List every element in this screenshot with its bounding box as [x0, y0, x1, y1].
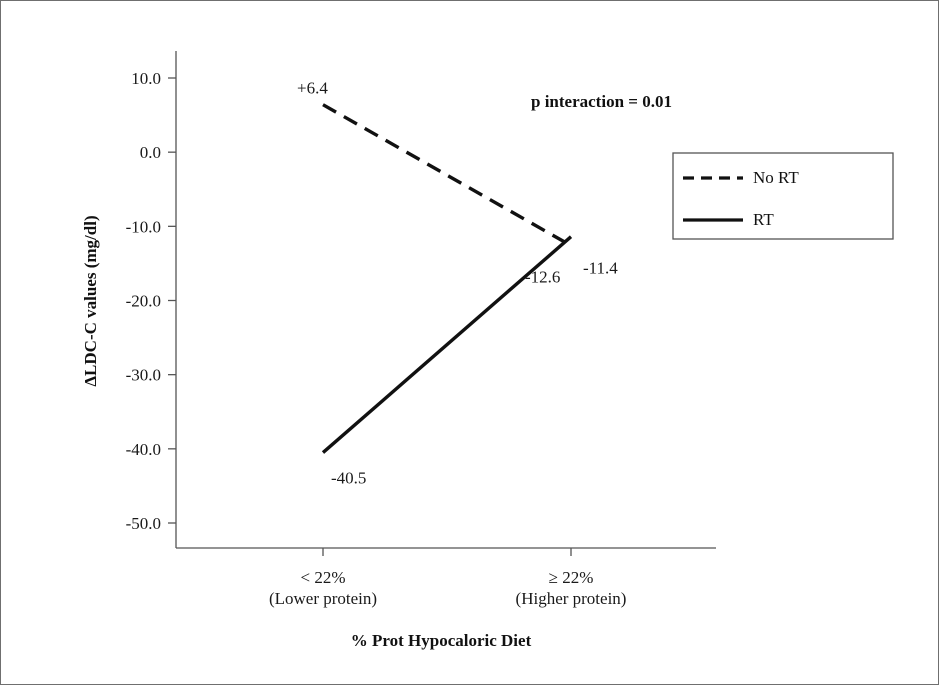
- y-tick-label: -10.0: [126, 217, 161, 236]
- y-tick-label: -50.0: [126, 514, 161, 533]
- x-tick-label: < 22% (Lower protein): [269, 568, 377, 608]
- x-axis-title: % Prot Hypocaloric Diet: [351, 631, 532, 650]
- data-labels: +6.4 -12.6 -40.5 -11.4: [297, 79, 618, 488]
- data-label-no-rt: -12.6: [525, 268, 560, 287]
- y-tick-label: -40.0: [126, 440, 161, 459]
- series-line-no-rt: [322, 103, 572, 248]
- y-tick-label: 0.0: [140, 143, 161, 162]
- data-label-rt: -11.4: [583, 259, 618, 278]
- y-axis-title: ΔLDC-C values (mg/dl): [81, 215, 100, 386]
- data-label-no-rt: +6.4: [297, 79, 328, 98]
- legend-label-rt: RT: [753, 210, 774, 229]
- y-tick-label: 10.0: [131, 69, 161, 88]
- legend-label-no-rt: No RT: [753, 168, 799, 187]
- series-lines: [321, 103, 573, 454]
- y-tick-label: -20.0: [126, 292, 161, 311]
- legend-box: [672, 152, 894, 240]
- y-tick-label: -30.0: [126, 366, 161, 385]
- legend: No RT RT: [672, 152, 894, 240]
- x-ticks: < 22% (Lower protein) ≥ 22% (Higher protein…: [269, 548, 627, 608]
- data-label-rt: -40.5: [331, 469, 366, 488]
- series-line-rt: [321, 235, 573, 454]
- axes: [175, 51, 716, 549]
- y-ticks: 10.0 0.0 -10.0 -20.0 -30.0 -40.0 -50.0: [126, 69, 176, 533]
- p-interaction-annotation: p interaction = 0.01: [531, 92, 672, 111]
- x-tick-label: ≥ 22% (Higher protein): [516, 568, 627, 608]
